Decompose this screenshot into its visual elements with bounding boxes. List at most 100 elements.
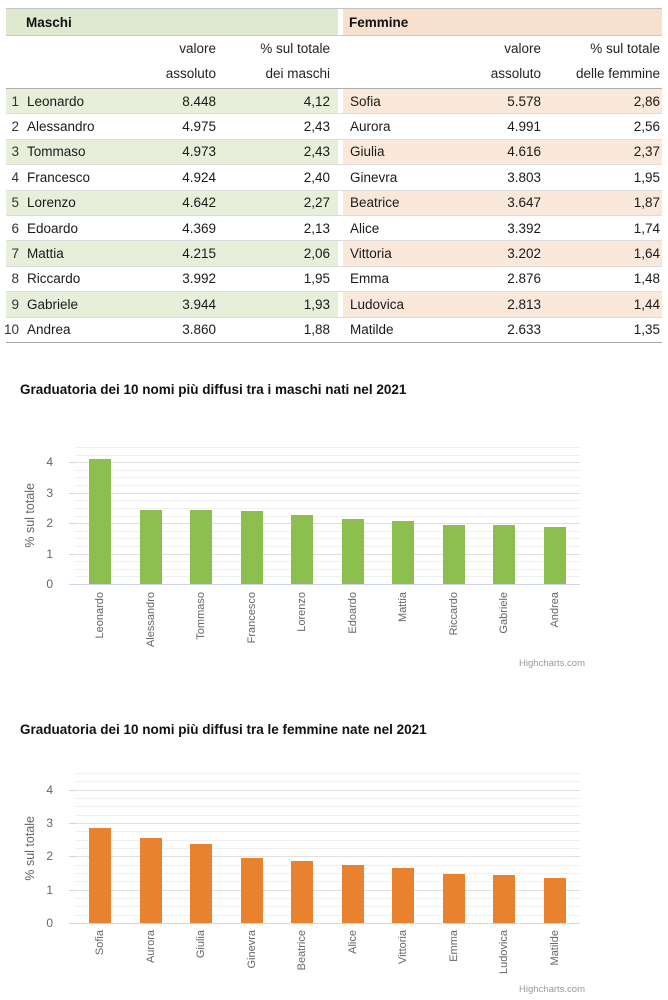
x-category-label: Ludovica — [498, 930, 511, 975]
x-category-label: Mattia — [397, 592, 410, 622]
female-name-cell: Ludovica — [343, 292, 470, 317]
highcharts-credit-link[interactable]: Highcharts.com — [519, 984, 585, 995]
female-pct-cell: 1,95 — [633, 169, 660, 185]
minor-gridline — [75, 864, 580, 866]
minor-gridline — [75, 477, 580, 479]
male-section-header: Maschi — [6, 9, 338, 35]
major-gridline — [75, 492, 580, 494]
male-value-cell: 3.860 — [182, 322, 216, 338]
y-tick-label: 0 — [46, 916, 53, 930]
y-tick-mark — [69, 462, 75, 464]
top-names-table: Maschi Femmine valore assoluto % sul tot… — [4, 8, 662, 343]
bar — [392, 868, 415, 923]
female-value-cell: 2.876 — [507, 271, 541, 287]
section-header-row: Maschi Femmine — [6, 8, 662, 36]
minor-gridline — [75, 831, 580, 833]
male-pct-cell: 2,43 — [303, 119, 330, 135]
bar — [291, 514, 314, 584]
minor-gridline — [75, 454, 580, 456]
male-value-cell: 4.973 — [150, 139, 220, 165]
male-name-cell: Leonardo — [26, 89, 150, 114]
female-value-cell: 3.647 — [470, 190, 545, 215]
male-chart-title: Graduatoria dei 10 nomi più diffusi tra … — [20, 382, 407, 397]
rank-cell: 4 — [11, 169, 19, 185]
y-tick-mark — [69, 789, 75, 791]
x-category-label: Edoardo — [346, 592, 359, 634]
pct-header-line2: dei maschi — [265, 66, 330, 81]
x-category-label: Tommaso — [195, 592, 208, 640]
bar — [139, 510, 162, 584]
rank-cell: 8 — [11, 271, 19, 287]
male-name-cell: Riccardo — [27, 271, 81, 287]
rank-cell: 6 — [11, 220, 19, 236]
male-name-cell: Tommaso — [26, 139, 150, 165]
y-tick-mark — [69, 492, 75, 494]
male-names-chart: Graduatoria dei 10 nomi più diffusi tra … — [0, 370, 668, 670]
pct-header-line1: % sul totale — [260, 41, 330, 56]
table-row: 2 Alessandro 4.975 2,43 Aurora 4.991 2,56 — [6, 114, 662, 140]
table-row: 10 Andrea 3.860 1,88 Matilde 2.633 1,35 — [4, 318, 662, 342]
rank-cell: 7 — [6, 241, 26, 266]
rank-cell: 9 — [6, 292, 26, 317]
male-value-cell: 3.944 — [150, 292, 220, 317]
female-chart-title: Graduatoria dei 10 nomi più diffusi tra … — [20, 722, 427, 737]
table-row: 6 Edoardo 4.369 2,13 Alice 3.392 1,74 — [6, 216, 662, 242]
bar — [190, 510, 213, 584]
x-category-label: Sofia — [94, 930, 107, 956]
highcharts-credit-link[interactable]: Highcharts.com — [519, 658, 585, 669]
column-headers-row: valore assoluto % sul totale dei maschi … — [6, 36, 662, 89]
female-name-cell: Sofia — [343, 89, 470, 114]
male-pct-cell: 4,12 — [220, 89, 338, 114]
major-gridline — [75, 789, 580, 791]
y-tick-mark — [69, 889, 75, 891]
minor-gridline — [75, 515, 580, 517]
male-name-cell: Gabriele — [26, 292, 150, 317]
minor-gridline — [75, 485, 580, 487]
bar — [89, 827, 112, 923]
y-tick-label: 1 — [46, 546, 53, 561]
female-name-cell: Beatrice — [343, 190, 470, 215]
x-category-label: Alessandro — [144, 592, 157, 648]
female-section-header: Femmine — [343, 9, 662, 35]
x-category-label: Riccardo — [447, 592, 460, 636]
female-names-chart: Graduatoria dei 10 nomi più diffusi tra … — [0, 710, 668, 1000]
female-value-cell: 2.633 — [507, 322, 541, 338]
table-row: 4 Francesco 4.924 2,40 Ginevra 3.803 1,95 — [6, 165, 662, 191]
minor-gridline — [75, 914, 580, 916]
male-pct-cell: 2,13 — [303, 220, 330, 236]
female-value-cell: 3.392 — [507, 220, 541, 236]
bar — [493, 525, 516, 584]
minor-gridline — [75, 798, 580, 799]
y-tick-label: 4 — [46, 455, 53, 470]
minor-gridline — [75, 781, 580, 783]
x-axis-line — [75, 923, 580, 924]
y-tick-label: 0 — [46, 577, 53, 591]
minor-gridline — [75, 545, 580, 547]
x-category-label: Lorenzo — [296, 592, 309, 632]
pct-header-line2: delle femmine — [575, 66, 660, 81]
male-value-cell: 4.642 — [150, 190, 220, 215]
bar — [543, 526, 566, 584]
minor-gridline — [75, 814, 580, 816]
male-value-cell: 4.215 — [150, 241, 220, 266]
major-gridline — [75, 462, 580, 464]
y-tick-label: 1 — [46, 882, 53, 897]
x-category-label: Beatrice — [296, 930, 309, 971]
male-name-cell: Andrea — [27, 322, 71, 338]
male-value-cell: 8.448 — [150, 89, 220, 114]
male-name-cell: Francesco — [27, 169, 91, 185]
female-name-cell: Emma — [350, 271, 390, 287]
male-value-cell: 4.924 — [182, 169, 216, 185]
y-tick-mark — [69, 553, 75, 555]
y-tick-mark — [69, 584, 75, 585]
y-tick-label: 2 — [46, 516, 53, 531]
x-category-label: Vittoria — [397, 930, 410, 965]
female-name-cell: Ginevra — [350, 169, 398, 185]
female-pct-cell: 2,56 — [633, 119, 660, 135]
female-pct-column-header: % sul totale delle femmine — [545, 36, 662, 93]
female-value-cell: 3.803 — [507, 169, 541, 185]
y-tick-label: 4 — [46, 782, 53, 797]
x-category-label: Leonardo — [94, 592, 107, 639]
male-value-column-header: valore assoluto — [150, 36, 220, 93]
female-name-cell: Matilde — [350, 322, 394, 338]
